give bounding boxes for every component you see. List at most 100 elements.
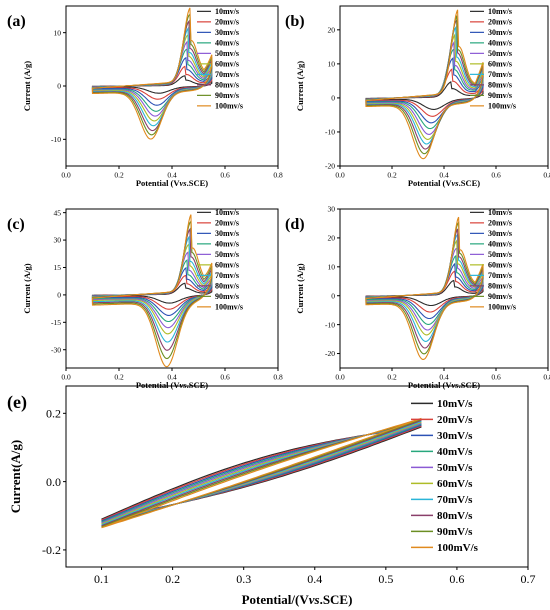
x-tick-label: 0.7 xyxy=(521,572,536,586)
legend-entry-3: 40mv/s xyxy=(488,240,512,249)
series-group xyxy=(101,417,422,529)
legend-entry-4: 50mV/s xyxy=(437,462,473,474)
x-tick-label: 0.4 xyxy=(439,373,449,382)
x-axis-label-part: vs xyxy=(180,178,188,188)
y-tick-label: 0.2 xyxy=(46,407,61,421)
legend-entry-1: 20mv/s xyxy=(215,219,239,228)
y-tick-label: 0 xyxy=(331,291,335,300)
panel-letter: (d) xyxy=(285,216,305,233)
x-axis-label-part: Potential (V xyxy=(408,380,453,390)
y-tick-label: 0 xyxy=(57,291,61,300)
series-line-8 xyxy=(91,220,213,360)
series-group xyxy=(91,214,213,368)
x-axis-label-part: Potential (V xyxy=(136,178,181,188)
legend-entry-2: 30mv/s xyxy=(488,28,512,37)
legend-entry-9: 100mv/s xyxy=(215,303,243,312)
legend-entry-8: 90mv/s xyxy=(215,91,239,100)
panel-letter: (c) xyxy=(7,216,25,233)
legend-entry-1: 20mV/s xyxy=(437,414,473,426)
y-tick-label: -30 xyxy=(51,345,61,354)
legend-entry-0: 10mv/s xyxy=(215,208,239,217)
x-tick-label: 0.2 xyxy=(114,171,124,180)
legend-entry-1: 20mv/s xyxy=(488,219,512,228)
y-axis-label: Current (A/g) xyxy=(295,263,305,313)
legend-entry-9: 100mV/s xyxy=(437,542,479,554)
x-axis-label: Potential/(Vvs.SCE) xyxy=(242,592,353,607)
x-axis-label-part: Potential (V xyxy=(408,178,453,188)
y-tick-label: 10 xyxy=(54,28,62,37)
x-tick-label: 0.2 xyxy=(387,373,397,382)
legend: 10mV/s 20mV/s 30mV/s 40mV/s 50mV/s 60mV/s 70mV… xyxy=(411,398,479,554)
y-tick-label: -10 xyxy=(325,320,335,329)
y-axis-label: Current (A/g) xyxy=(22,263,32,313)
x-axis-label: Potential (Vvs.SCE) xyxy=(136,178,208,188)
y-tick-label: 20 xyxy=(328,25,336,34)
panel-letter: (a) xyxy=(7,13,26,30)
legend-entry-7: 80mV/s xyxy=(437,510,473,522)
legend-entry-8: 90mv/s xyxy=(488,292,512,301)
y-axis-label: Current (A/g) xyxy=(295,61,305,111)
x-tick-label: 0.3 xyxy=(236,572,251,586)
y-tick-label: 20 xyxy=(328,234,336,243)
series-group xyxy=(91,7,213,140)
legend-entry-4: 50mv/s xyxy=(215,250,239,259)
series-line-5 xyxy=(365,239,484,336)
series-group xyxy=(365,9,484,160)
legend-entry-0: 10mV/s xyxy=(437,398,473,410)
series-line-6 xyxy=(365,233,484,342)
x-tick-label: 0.1 xyxy=(94,572,109,586)
legend-entry-7: 80mv/s xyxy=(215,282,239,291)
x-axis-label: Potential (Vvs.SCE) xyxy=(408,178,480,188)
y-tick-label: -20 xyxy=(325,349,335,358)
y-tick-label: 30 xyxy=(54,236,62,245)
x-axis-label-part: vs xyxy=(309,592,320,607)
y-tick-label: 10 xyxy=(328,59,336,68)
chart-panel-e: 0.1 0.2 0.3 0.4 0.5 0.6 0.7 -0.2 0.0 0.2 (e) Potent… xyxy=(7,385,536,607)
x-axis-label-part: .SCE) xyxy=(320,592,353,607)
legend-entry-9: 100mv/s xyxy=(488,303,516,312)
y-tick-label: 10 xyxy=(328,262,336,271)
y-tick-label: -0.2 xyxy=(42,543,61,557)
x-tick-label: 0.5 xyxy=(378,572,393,586)
legend-entry-8: 90mv/s xyxy=(215,292,239,301)
legend-entry-2: 30mV/s xyxy=(437,430,473,442)
x-axis-label-part: .SCE) xyxy=(187,380,209,390)
legend-entry-1: 20mv/s xyxy=(488,18,512,27)
x-axis-label-part: .SCE) xyxy=(459,380,481,390)
x-axis-label-part: vs xyxy=(452,178,460,188)
panel-letter: (b) xyxy=(285,13,305,30)
legend-entry-4: 50mv/s xyxy=(488,250,512,259)
x-tick-label: 0.4 xyxy=(307,572,322,586)
series-line-7 xyxy=(91,19,213,132)
legend-entry-6: 70mv/s xyxy=(215,70,239,79)
legend-entry-9: 100mv/s xyxy=(215,102,243,111)
legend-entry-3: 40mV/s xyxy=(437,446,473,458)
legend-entry-3: 40mv/s xyxy=(215,39,239,48)
y-axis-label: Current(A/g) xyxy=(8,440,23,513)
x-axis-label-part: Potential (V xyxy=(136,380,181,390)
legend-entry-8: 90mv/s xyxy=(488,91,512,100)
x-axis-label-part: vs xyxy=(452,380,460,390)
legend-entry-4: 50mv/s xyxy=(488,49,512,58)
x-tick-label: 0.0 xyxy=(61,373,71,382)
y-axis-label: Current (A/g) xyxy=(22,61,32,111)
x-axis-label-part: .SCE) xyxy=(187,178,209,188)
y-tick-label: 45 xyxy=(54,208,62,217)
x-tick-label: 0.2 xyxy=(114,373,124,382)
x-tick-label: 0.6 xyxy=(449,572,464,586)
plot-frame xyxy=(65,385,529,568)
legend-entry-7: 80mv/s xyxy=(215,81,239,90)
x-tick-label: 0.8 xyxy=(543,373,550,382)
legend-entry-0: 10mv/s xyxy=(488,7,512,16)
x-tick-label: 0.8 xyxy=(273,171,283,180)
x-axis-label-part: .SCE) xyxy=(459,178,481,188)
legend-entry-4: 50mv/s xyxy=(215,49,239,58)
legend-entry-6: 70mv/s xyxy=(488,70,512,79)
x-tick-label: 0.0 xyxy=(335,373,345,382)
y-tick-label: 0.0 xyxy=(46,475,61,489)
series-line-9 xyxy=(365,216,484,360)
